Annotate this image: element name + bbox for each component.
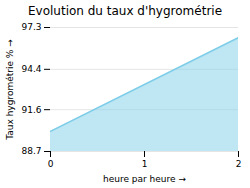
- svg-text:97.3: 97.3: [21, 22, 41, 32]
- svg-text:0: 0: [48, 159, 54, 169]
- html-text:Evolution du taux d'hygrométri: Evolution du taux d'hygrométrie: [28, 4, 222, 18]
- svg-text:91.6: 91.6: [21, 105, 41, 115]
- svg-text:Taux hygrométrie % →: Taux hygrométrie % →: [5, 39, 15, 141]
- svg-text:2: 2: [236, 159, 242, 169]
- svg-text:1: 1: [142, 159, 148, 169]
- svg-text:94.4: 94.4: [21, 64, 41, 74]
- svg-text:88.7: 88.7: [21, 146, 41, 156]
- svg-text:heure par heure →: heure par heure →: [103, 174, 186, 184]
